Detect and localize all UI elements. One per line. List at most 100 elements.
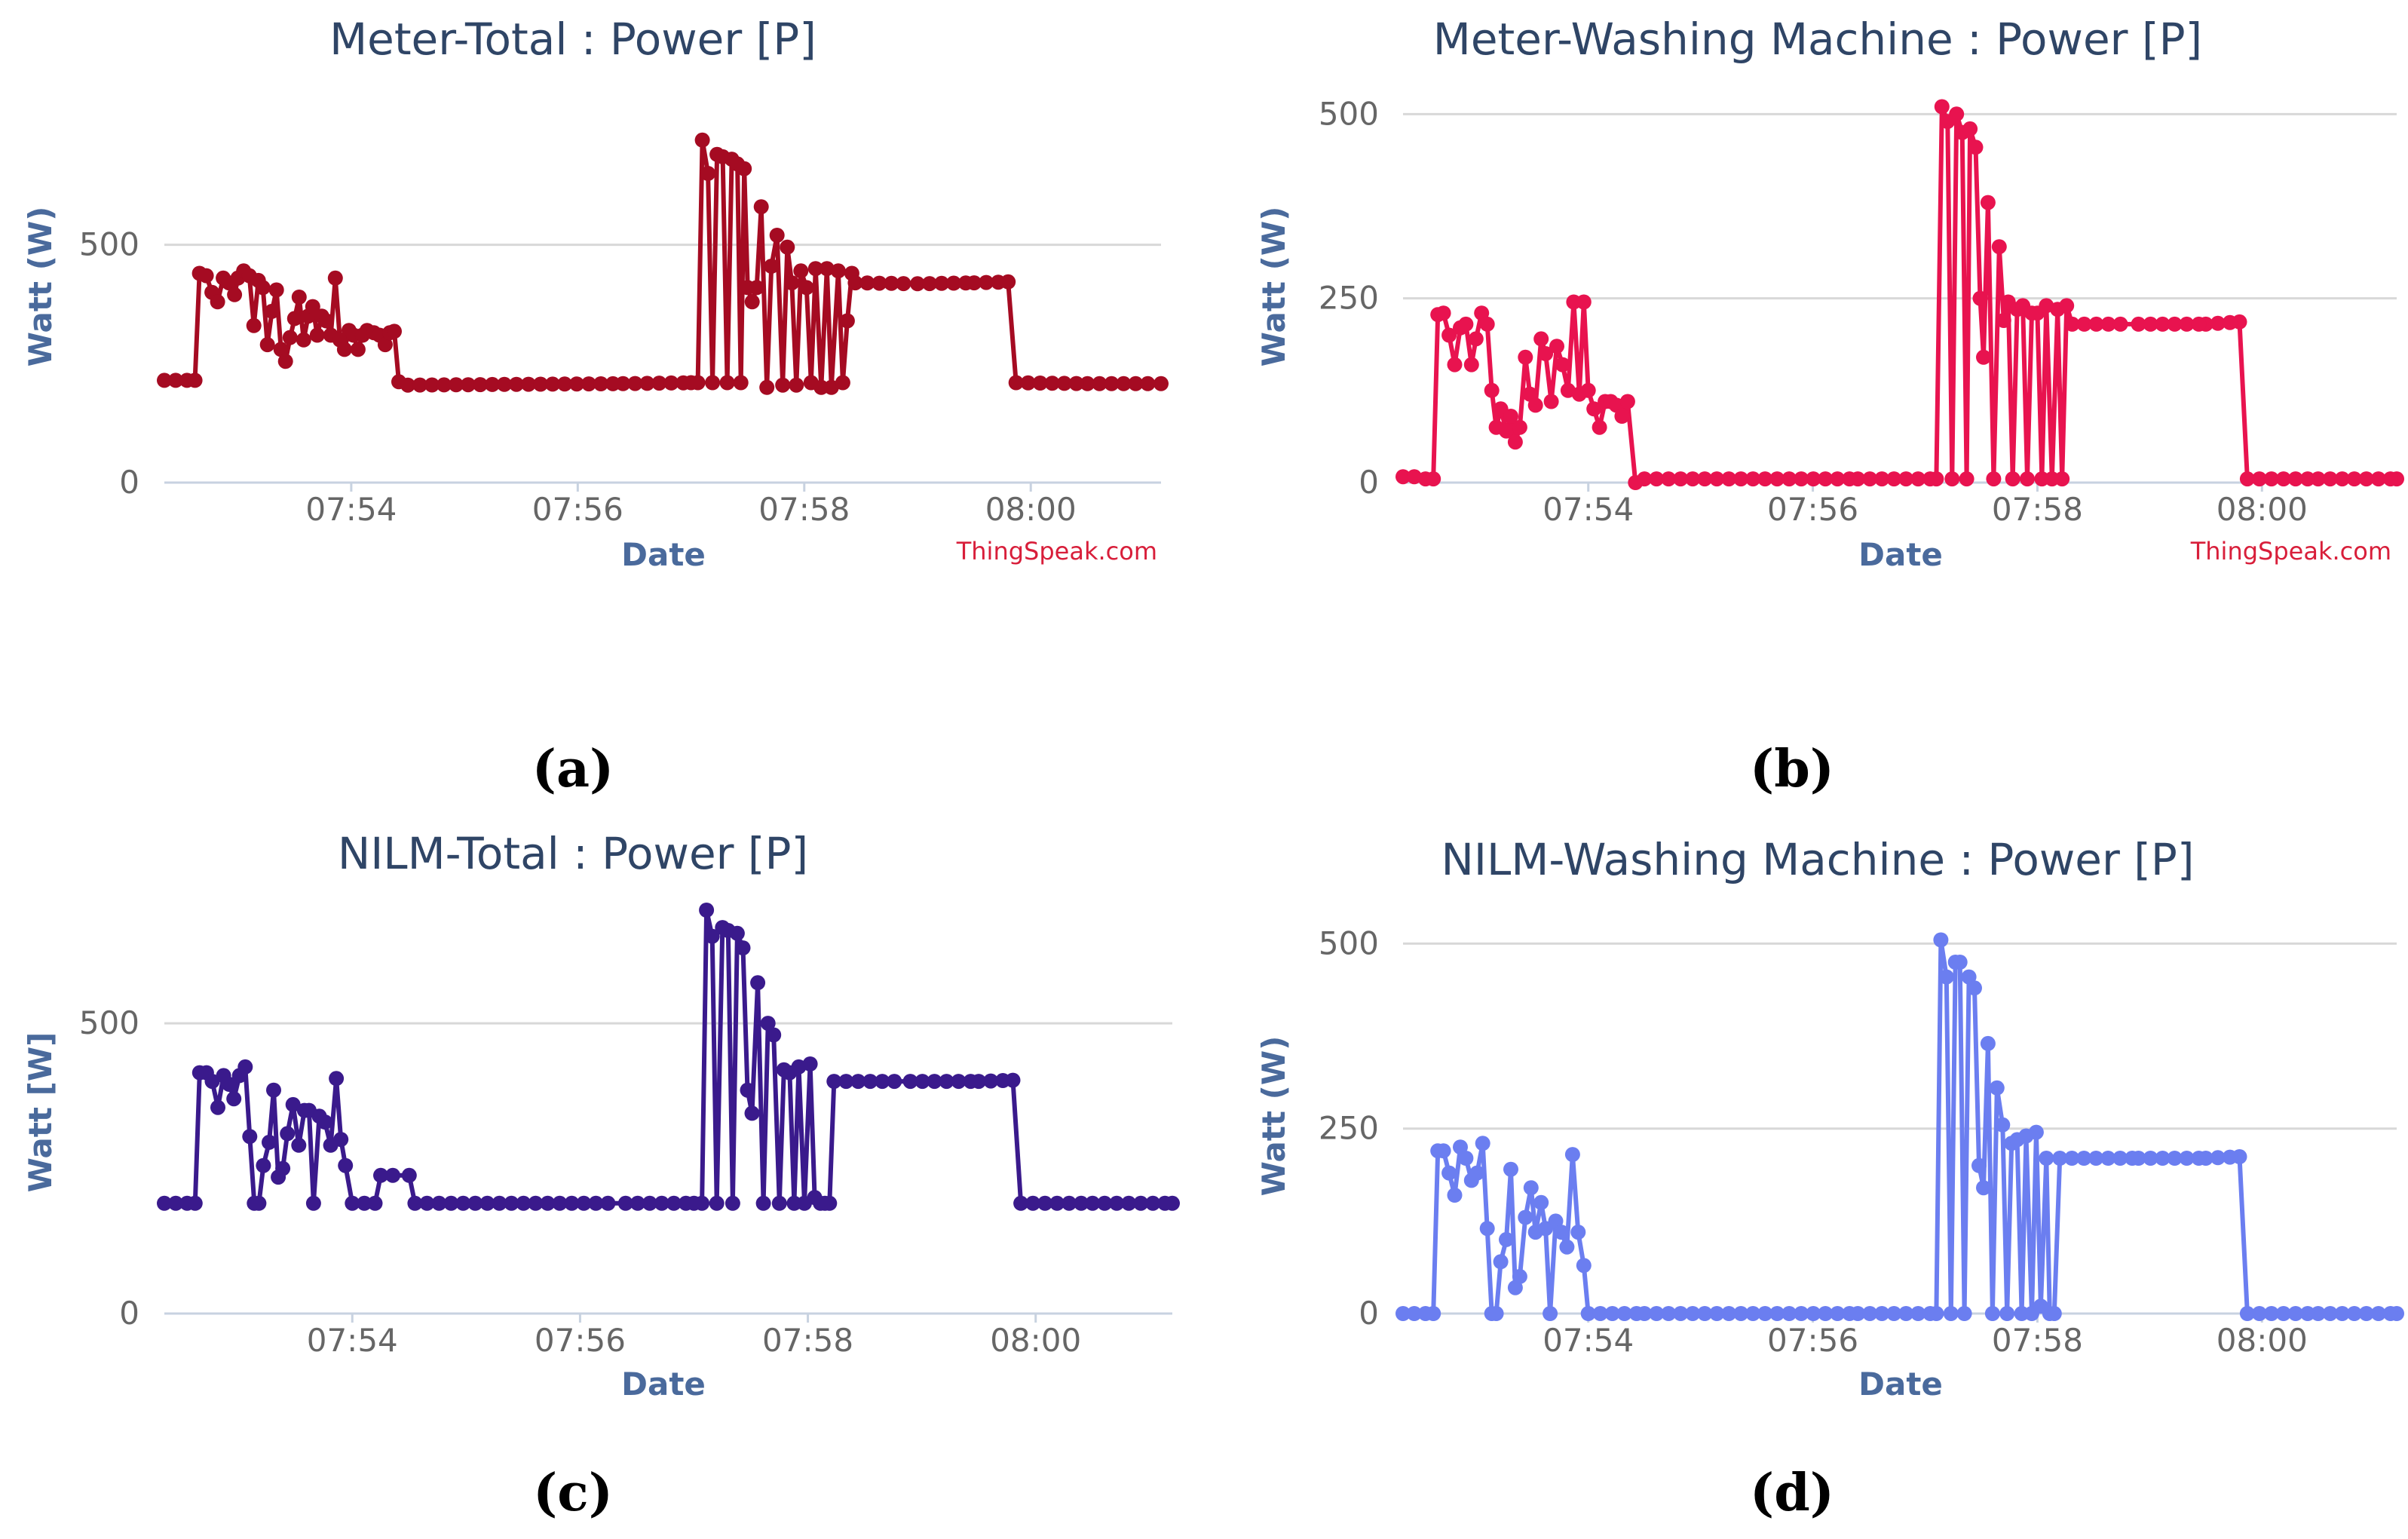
data-point[interactable] [564,1195,580,1211]
data-point[interactable] [1976,349,1991,365]
data-point[interactable] [336,342,352,357]
data-point[interactable] [1842,471,1858,487]
data-point[interactable] [1806,471,1821,487]
data-point[interactable] [784,275,800,291]
data-point[interactable] [780,239,795,255]
data-point[interactable] [642,1195,657,1211]
data-point[interactable] [1463,357,1479,372]
data-point[interactable] [2370,1306,2386,1321]
data-point[interactable] [400,377,415,393]
data-point[interactable] [305,299,320,314]
data-point[interactable] [1512,1268,1527,1284]
data-point[interactable] [251,1195,267,1211]
data-point[interactable] [771,1195,787,1211]
data-point[interactable] [2143,1151,2158,1166]
data-point[interactable] [338,1157,354,1173]
data-point[interactable] [1458,1151,1474,1166]
data-point[interactable] [735,940,751,956]
data-point[interactable] [157,372,172,388]
data-point[interactable] [449,377,464,393]
data-point[interactable] [1555,357,1570,372]
data-point[interactable] [1468,331,1484,347]
data-point[interactable] [1616,1306,1632,1321]
data-point[interactable] [1543,1306,1558,1321]
data-point[interactable] [2191,1151,2207,1166]
data-point[interactable] [268,282,284,298]
data-point[interactable] [581,376,596,392]
data-point[interactable] [1818,471,1834,487]
data-point[interactable] [305,1195,321,1211]
data-point[interactable] [2346,1306,2362,1321]
data-point[interactable] [654,1195,669,1211]
data-point[interactable] [1794,471,1809,487]
data-point[interactable] [737,161,752,176]
data-point[interactable] [651,376,667,391]
data-point[interactable] [2334,471,2350,487]
data-point[interactable] [309,327,325,343]
data-point[interactable] [1499,423,1514,439]
data-point[interactable] [259,337,275,353]
data-point[interactable] [744,1105,760,1121]
data-point[interactable] [729,925,745,941]
data-point[interactable] [569,376,584,392]
data-point[interactable] [755,1195,771,1211]
data-point[interactable] [2167,316,2183,332]
data-point[interactable] [709,1195,725,1211]
data-point[interactable] [222,1077,237,1092]
data-point[interactable] [401,1167,417,1183]
data-point[interactable] [1049,1195,1065,1211]
data-point[interactable] [1475,1136,1490,1151]
data-point[interactable] [1781,1306,1797,1321]
data-point[interactable] [639,376,655,391]
data-point[interactable] [296,332,311,348]
data-point[interactable] [1435,305,1451,321]
data-point[interactable] [540,1195,556,1211]
data-point[interactable] [1830,471,1846,487]
data-point[interactable] [1991,239,2007,255]
data-point[interactable] [1533,331,1549,347]
data-point[interactable] [273,342,289,357]
data-point[interactable] [1943,1306,1959,1321]
data-point[interactable] [533,376,548,392]
data-point[interactable] [1842,1306,1858,1321]
data-point[interactable] [1447,1188,1463,1203]
data-point[interactable] [1453,1139,1468,1155]
data-point[interactable] [2310,1306,2326,1321]
data-point[interactable] [461,377,476,393]
data-point[interactable] [204,1074,220,1090]
data-point[interactable] [963,1074,979,1090]
data-point[interactable] [264,303,280,319]
data-point[interactable] [1488,1306,1504,1321]
data-point[interactable] [2064,316,2080,332]
data-point[interactable] [1074,1195,1089,1211]
data-point[interactable] [1910,1306,1926,1321]
data-point[interactable] [1910,471,1926,487]
data-point[interactable] [377,337,393,353]
data-point[interactable] [1999,1306,2015,1321]
data-point[interactable] [1933,932,1949,948]
credit-a[interactable]: ThingSpeak.com [956,537,1157,566]
data-point[interactable] [839,313,855,329]
data-point[interactable] [766,1027,782,1043]
data-point[interactable] [750,975,766,991]
data-point[interactable] [1962,121,1978,136]
data-point[interactable] [2251,471,2267,487]
data-point[interactable] [896,276,911,292]
data-point[interactable] [1116,376,1132,391]
data-point[interactable] [1721,471,1737,487]
data-point[interactable] [497,376,512,392]
data-point[interactable] [705,375,721,391]
data-point[interactable] [1721,1306,1737,1321]
data-point[interactable] [958,275,973,291]
data-point[interactable] [1980,195,1996,210]
data-point[interactable] [168,372,183,388]
data-point[interactable] [1056,376,1072,391]
data-point[interactable] [2143,316,2158,332]
data-point[interactable] [424,377,440,393]
data-point[interactable] [744,294,760,310]
data-point[interactable] [1934,99,1950,115]
data-point[interactable] [455,1195,471,1211]
data-point[interactable] [759,379,775,395]
data-point[interactable] [1971,1157,1987,1173]
data-point[interactable] [2239,1306,2255,1321]
